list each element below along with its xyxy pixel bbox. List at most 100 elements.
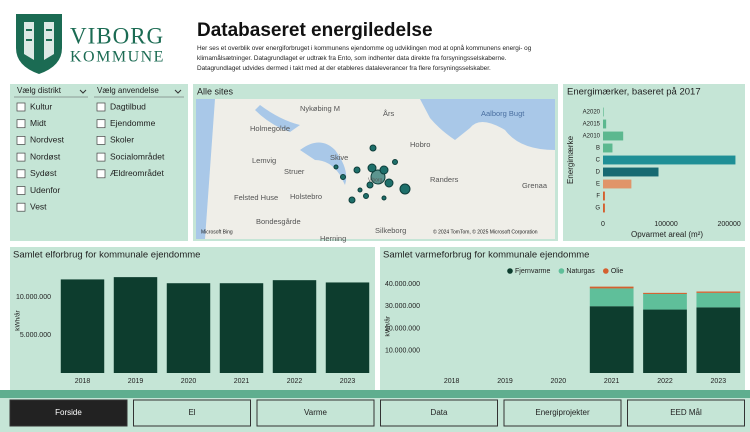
panel-title: Samlet varmeforbrug for kommunale ejendo… xyxy=(383,250,589,261)
filter-label[interactable]: Vælg distrikt xyxy=(17,86,62,95)
nav-label[interactable]: EED Mål xyxy=(670,408,702,417)
y-axis-title: kWh/år xyxy=(14,309,22,330)
x-tick-label: 2020 xyxy=(551,378,567,385)
map-place: Lemvig xyxy=(252,156,276,165)
panel-title: Samlet elforbrug for kommunale ejendomme xyxy=(13,250,200,261)
x-tick-label: 2022 xyxy=(287,378,303,385)
map-water xyxy=(420,99,555,150)
map-place: Holmegolde xyxy=(250,124,290,133)
y-axis-title: Energimærke xyxy=(566,135,575,184)
bar xyxy=(603,203,605,213)
checkbox-label[interactable]: Nordvest xyxy=(30,135,65,145)
y-tick-label: 30.000.000 xyxy=(385,303,420,310)
checkbox[interactable] xyxy=(16,102,26,112)
chevron[interactable] xyxy=(79,89,182,94)
panel-title: Alle sites xyxy=(197,86,234,96)
checkbox[interactable] xyxy=(16,152,26,162)
checkbox[interactable] xyxy=(16,119,26,129)
y-tick-label: 20.000.000 xyxy=(385,325,420,332)
map-place: Struer xyxy=(284,167,305,176)
nav-button[interactable] xyxy=(256,399,375,427)
x-tick-label: 0 xyxy=(601,221,605,228)
checkbox-label[interactable]: Ejendomme xyxy=(110,118,156,128)
bar xyxy=(696,307,741,373)
y-tick-label: G xyxy=(595,206,600,212)
checkbox[interactable] xyxy=(16,202,26,212)
nav-label[interactable]: El xyxy=(188,408,195,417)
checkbox-label[interactable]: Dagtilbud xyxy=(110,101,146,111)
map-place: Silkeborg xyxy=(375,226,406,235)
nav-button[interactable] xyxy=(133,399,251,427)
map-place: Grenaa xyxy=(522,181,548,190)
map-sites xyxy=(333,144,411,204)
checkbox[interactable] xyxy=(16,136,26,145)
y-tick-label: F xyxy=(596,194,600,200)
checkbox-label[interactable]: Udenfor xyxy=(30,185,60,195)
map-place: Skive xyxy=(330,153,348,162)
bar xyxy=(272,280,317,373)
nav-button[interactable] xyxy=(627,399,745,427)
y-tick-label: 40.000.000 xyxy=(385,281,420,288)
checkbox[interactable] xyxy=(16,169,26,179)
bar xyxy=(60,279,105,373)
nav-button[interactable] xyxy=(380,399,498,427)
bar xyxy=(219,283,264,373)
x-tick-label: 2021 xyxy=(234,378,250,385)
nav-label[interactable]: Data xyxy=(431,408,448,417)
checkbox-label[interactable]: Skoler xyxy=(110,135,134,145)
checkbox-label[interactable]: Nordøst xyxy=(30,151,61,161)
map-place: Bondesgårde xyxy=(256,217,301,226)
y-tick-label: 5.000.000 xyxy=(20,332,51,339)
checkbox[interactable] xyxy=(96,136,106,145)
panel-title: Energimærker, baseret på 2017 xyxy=(567,87,701,98)
checkbox[interactable] xyxy=(96,102,106,112)
map-attribution: © 2024 TomTom, © 2025 Microsoft Corporat… xyxy=(433,228,538,235)
bar xyxy=(589,286,634,289)
bar xyxy=(696,291,741,293)
nav-strip xyxy=(0,390,750,398)
checkbox-label[interactable]: Socialområdet xyxy=(110,151,165,161)
x-tick-label: 2020 xyxy=(181,378,197,385)
checkbox-label[interactable]: Vest xyxy=(30,201,47,211)
map-place: Holstebro xyxy=(290,192,322,201)
legend-label: Fjernvarme xyxy=(515,268,551,275)
nav-button[interactable] xyxy=(9,399,128,427)
map-sea xyxy=(196,99,215,239)
map-place: Nykøbing M xyxy=(300,104,340,113)
bar xyxy=(589,288,634,307)
bar xyxy=(166,283,211,373)
nav-label[interactable]: Forside xyxy=(55,408,82,417)
map-place: Års xyxy=(383,109,395,118)
bar xyxy=(603,179,632,189)
checkbox-label[interactable]: Ældreområdet xyxy=(110,168,164,178)
map-place: Aalborg Bugt xyxy=(481,109,525,118)
y-tick-label: 10.000.000 xyxy=(385,348,420,355)
y-tick-label: A2010 xyxy=(583,134,601,140)
checkbox[interactable] xyxy=(16,186,26,195)
checkbox[interactable] xyxy=(96,119,106,129)
map-place: Viborg xyxy=(368,177,383,183)
bar xyxy=(325,282,370,373)
checkbox[interactable] xyxy=(96,169,106,179)
nav-label[interactable]: Varme xyxy=(304,408,328,417)
bar xyxy=(603,143,613,153)
logo xyxy=(16,14,62,74)
checkbox-label[interactable]: Sydøst xyxy=(30,168,57,178)
checkbox-label[interactable]: Midt xyxy=(30,118,47,128)
nav-button[interactable] xyxy=(503,399,622,427)
bar xyxy=(643,292,687,294)
checkbox[interactable] xyxy=(96,152,106,162)
logo-sub: KOMMUNE xyxy=(70,49,165,66)
y-tick-label: 10.000.000 xyxy=(16,294,51,301)
bar xyxy=(603,131,624,141)
legend-label: Naturgas xyxy=(566,268,595,275)
x-tick-label: 2023 xyxy=(340,378,356,385)
filter-label[interactable]: Vælg anvendelse xyxy=(97,86,159,95)
checkbox-label[interactable]: Kultur xyxy=(30,101,52,111)
bar xyxy=(696,292,741,308)
nav-label[interactable]: Energiprojekter xyxy=(535,408,590,417)
x-tick-label: 2023 xyxy=(711,378,727,385)
y-tick-label: A2020 xyxy=(583,110,601,116)
